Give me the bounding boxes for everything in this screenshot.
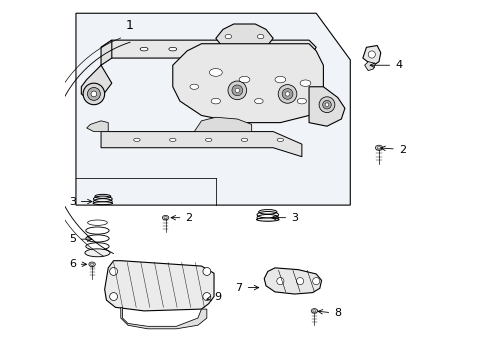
Ellipse shape: [375, 145, 382, 150]
Circle shape: [91, 91, 97, 97]
Polygon shape: [364, 62, 375, 71]
Ellipse shape: [256, 218, 279, 221]
Polygon shape: [81, 40, 112, 101]
Ellipse shape: [89, 262, 95, 266]
Circle shape: [109, 267, 117, 275]
Polygon shape: [76, 13, 349, 205]
Text: 2: 2: [171, 213, 192, 222]
Polygon shape: [264, 268, 321, 294]
Polygon shape: [86, 121, 108, 132]
Ellipse shape: [283, 47, 291, 51]
Ellipse shape: [205, 138, 211, 141]
Text: 5: 5: [69, 234, 92, 244]
Ellipse shape: [168, 47, 176, 51]
Polygon shape: [194, 117, 251, 132]
Polygon shape: [308, 87, 344, 126]
Text: 1: 1: [125, 19, 133, 32]
Ellipse shape: [274, 76, 285, 83]
Circle shape: [87, 87, 100, 100]
Ellipse shape: [226, 47, 234, 51]
Ellipse shape: [140, 47, 148, 51]
Ellipse shape: [93, 202, 112, 205]
Text: 2: 2: [380, 144, 405, 154]
Ellipse shape: [241, 138, 247, 141]
Circle shape: [109, 293, 117, 301]
Ellipse shape: [300, 80, 310, 86]
Ellipse shape: [257, 35, 264, 39]
Polygon shape: [121, 307, 206, 329]
Ellipse shape: [169, 138, 176, 141]
Ellipse shape: [85, 249, 110, 257]
Circle shape: [282, 89, 292, 99]
Circle shape: [203, 293, 210, 301]
Circle shape: [367, 51, 375, 58]
Text: 9: 9: [206, 292, 221, 302]
Polygon shape: [172, 44, 323, 123]
Ellipse shape: [310, 309, 317, 313]
Circle shape: [322, 100, 330, 109]
Polygon shape: [215, 24, 273, 49]
Ellipse shape: [190, 84, 198, 89]
Ellipse shape: [133, 138, 140, 141]
Circle shape: [285, 92, 289, 96]
Ellipse shape: [224, 35, 231, 39]
Text: 4: 4: [369, 60, 402, 70]
Circle shape: [325, 103, 328, 107]
Circle shape: [83, 83, 104, 105]
Ellipse shape: [197, 47, 205, 51]
Polygon shape: [104, 261, 214, 311]
Polygon shape: [362, 45, 380, 65]
Ellipse shape: [162, 215, 168, 220]
Polygon shape: [101, 40, 316, 58]
Circle shape: [231, 85, 242, 96]
Ellipse shape: [209, 68, 222, 76]
Text: 7: 7: [235, 283, 258, 293]
Ellipse shape: [297, 98, 306, 104]
Circle shape: [296, 278, 303, 285]
Ellipse shape: [254, 47, 262, 51]
Text: 3: 3: [271, 213, 298, 222]
Circle shape: [319, 97, 334, 113]
Ellipse shape: [254, 99, 263, 104]
Text: 8: 8: [318, 309, 341, 318]
Text: 3: 3: [69, 197, 92, 207]
Circle shape: [278, 85, 296, 103]
Circle shape: [312, 278, 319, 285]
Polygon shape: [101, 132, 301, 157]
Circle shape: [227, 81, 246, 100]
Text: 6: 6: [69, 259, 86, 269]
Ellipse shape: [239, 76, 249, 83]
Ellipse shape: [211, 98, 220, 104]
Circle shape: [276, 278, 284, 285]
Circle shape: [203, 267, 210, 275]
Circle shape: [235, 88, 239, 93]
Ellipse shape: [277, 138, 283, 141]
